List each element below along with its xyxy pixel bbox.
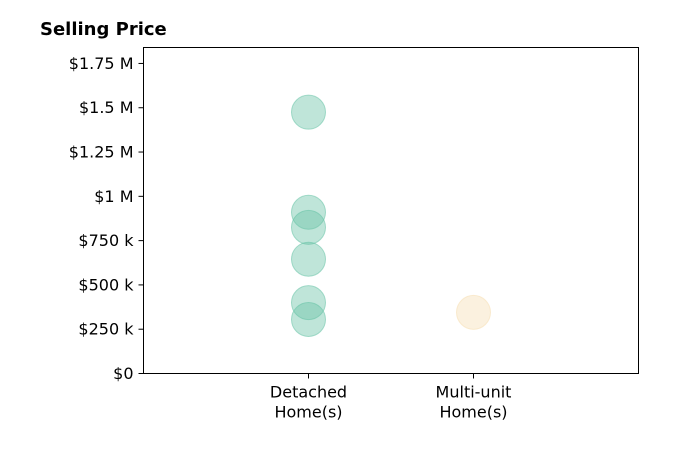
y-axis: $0 $250 k $500 k $750 k $1 M $1.25 M $1.5 M $1.… [69, 54, 144, 383]
y-tick-label: $250 k [78, 320, 134, 339]
y-tick-label: $1.75 M [69, 54, 134, 73]
x-tick-label-line: Home(s) [274, 403, 342, 422]
data-point [291, 94, 326, 130]
x-tick-label-line: Detached [270, 383, 347, 402]
data-point [291, 241, 326, 277]
data-point [291, 194, 326, 230]
chart-title: Selling Price [40, 19, 167, 40]
data-point [291, 301, 326, 337]
y-tick-label: $1.5 M [79, 98, 134, 117]
y-tick-label: $750 k [78, 231, 134, 250]
y-tick-label: $500 k [78, 275, 134, 294]
y-tick-label: $0 [113, 364, 133, 383]
x-tick-label: Multi-unit Home(s) [436, 383, 512, 422]
x-tick-label: Detached Home(s) [270, 383, 347, 422]
x-tick-label-line: Multi-unit [436, 383, 512, 402]
x-tick-label-line: Home(s) [439, 403, 507, 422]
data-point [291, 209, 326, 245]
y-tick-label: $1 M [94, 187, 133, 206]
data-points [291, 94, 491, 337]
y-tick-label: $1.25 M [69, 143, 134, 162]
x-axis: Detached Home(s)Multi-unit Home(s) [270, 373, 512, 422]
plot-area-frame [143, 47, 639, 374]
data-point [456, 294, 491, 330]
